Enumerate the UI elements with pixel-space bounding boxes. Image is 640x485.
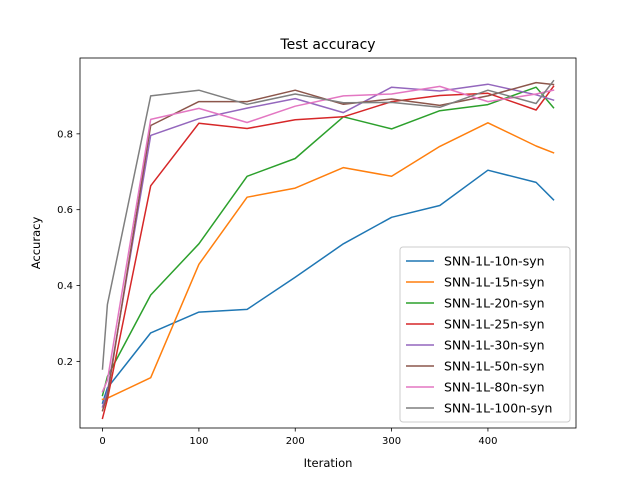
legend-label: SNN-1L-30n-syn bbox=[444, 338, 545, 353]
series-line-1 bbox=[101, 169, 555, 405]
series-line-4 bbox=[101, 85, 555, 420]
legend-box bbox=[399, 246, 571, 423]
plot-area bbox=[79, 57, 577, 429]
legend-label: SNN-1L-80n-syn bbox=[444, 380, 545, 395]
y-axis-label: Accuracy bbox=[29, 217, 43, 270]
series-line-5 bbox=[101, 83, 555, 408]
x-tick-label: 100 bbox=[189, 436, 208, 447]
x-axis: 0 100 200 300 400 bbox=[99, 428, 497, 447]
legend-label: SNN-1L-15n-syn bbox=[444, 275, 545, 290]
legend-label: SNN-1L-50n-syn bbox=[444, 359, 545, 374]
y-tick-label: 0.6 bbox=[57, 205, 73, 216]
legend-label: SNN-1L-100n-syn bbox=[444, 401, 552, 416]
y-tick-label: 0.8 bbox=[57, 129, 73, 140]
chart-title: Test accuracy bbox=[279, 37, 375, 53]
y-tick-label: 0.4 bbox=[57, 281, 73, 292]
plot-frame bbox=[79, 57, 577, 429]
x-tick-label: 0 bbox=[99, 436, 105, 447]
y-axis: 0.2 0.4 0.6 0.8 bbox=[57, 129, 80, 368]
legend-label: SNN-1L-25n-syn bbox=[444, 317, 545, 332]
x-tick-label: 300 bbox=[382, 436, 401, 447]
series-line-2 bbox=[101, 122, 555, 401]
series-layer bbox=[101, 79, 555, 420]
legend-label: SNN-1L-20n-syn bbox=[444, 296, 545, 311]
legend: SNN-1L-10n-syn SNN-1L-15n-syn SNN-1L-20n-s… bbox=[399, 246, 571, 423]
series-line-7 bbox=[101, 85, 555, 393]
y-tick-label: 0.2 bbox=[57, 357, 73, 368]
series-line-8 bbox=[101, 79, 555, 370]
x-axis-label: Iteration bbox=[304, 456, 353, 470]
x-tick-label: 400 bbox=[478, 436, 497, 447]
series-line-6 bbox=[101, 81, 555, 412]
legend-label: SNN-1L-10n-syn bbox=[444, 254, 545, 269]
x-tick-label: 200 bbox=[286, 436, 305, 447]
series-line-3 bbox=[101, 86, 555, 397]
